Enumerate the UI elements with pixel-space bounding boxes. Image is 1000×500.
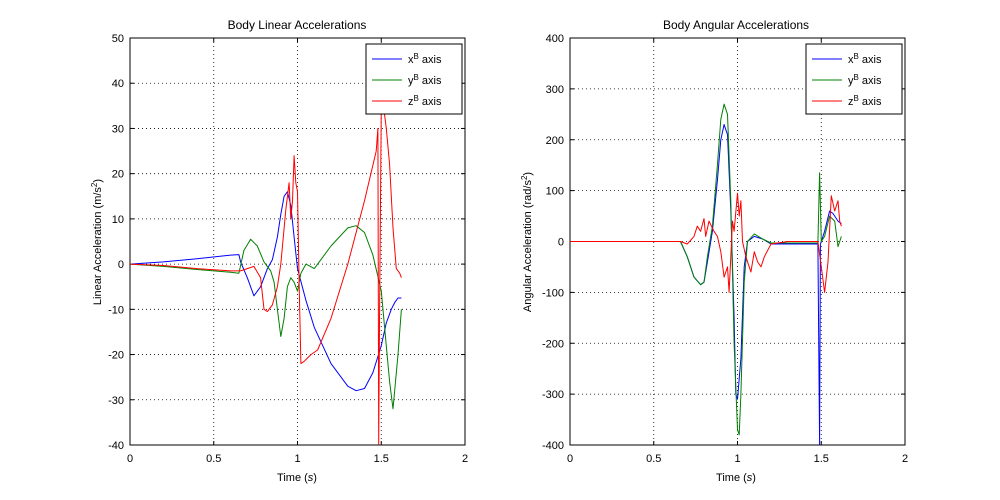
legend-entry: xB axis [848, 52, 882, 67]
legend-entry: xB axis [408, 52, 442, 67]
y-tick-label: 400 [546, 33, 564, 45]
x-axis-label-text: Time ( [277, 472, 308, 484]
y-tick-label: -30 [108, 395, 124, 407]
x-tick-label: 0.5 [646, 453, 661, 465]
y-tick-label: 0 [558, 237, 564, 249]
y-tick-label: 10 [112, 214, 124, 226]
y-tick-label: -10 [108, 304, 124, 316]
y-tick-label: 30 [112, 123, 124, 135]
y-axis-label-text: Angular Acceleration (rad/s [522, 180, 534, 313]
x-tick-label: 2 [902, 453, 908, 465]
legend: xB axis yB axis zB axis [805, 43, 903, 115]
legend-entry: zB axis [848, 94, 882, 109]
y-axis-label-exponent: 2 [90, 182, 99, 187]
x-axis-label: Time (s) [277, 472, 317, 484]
chart-title: Body Angular Accelerations [663, 18, 809, 32]
x-tick-label: 1 [294, 453, 300, 465]
y-tick-label: -400 [542, 440, 564, 452]
x-axis-label-unit: s [747, 472, 753, 484]
x-tick-label: 0 [127, 453, 133, 465]
y-tick-label: -100 [542, 287, 564, 299]
series-line-x [130, 191, 402, 392]
legend-entry: zB axis [408, 94, 442, 109]
y-tick-label: 20 [112, 169, 124, 181]
y-axis-label: Linear Acceleration (m/s2) [90, 179, 105, 305]
x-tick-label: 2 [462, 453, 468, 465]
legend-entry: yB axis [408, 73, 442, 88]
x-tick-label: 1 [734, 453, 740, 465]
x-axis-label-text: Time ( [716, 472, 747, 484]
y-tick-label: -20 [108, 350, 124, 362]
x-tick-label: 0.5 [206, 453, 221, 465]
x-axis-label-close: ) [313, 472, 317, 484]
x-axis-label-close: ) [752, 472, 756, 484]
y-tick-label: -40 [108, 440, 124, 452]
legend: xB axis yB axis zB axis [365, 43, 463, 115]
y-axis-label-text: Linear Acceleration (m/s [92, 187, 104, 305]
y-tick-label: 300 [546, 84, 564, 96]
y-tick-label: 100 [546, 186, 564, 198]
y-tick-label: -200 [542, 338, 564, 350]
legend-entry: yB axis [848, 73, 882, 88]
x-tick-label: 1.5 [814, 453, 829, 465]
y-axis-label-close: ) [92, 179, 104, 183]
x-axis-label: Time (s) [716, 472, 756, 484]
y-axis-label-exponent: 2 [520, 175, 529, 180]
linear-acceleration-plot: Body Linear Accelerations Time (s) Linea… [90, 18, 469, 484]
series-line-z [570, 192, 842, 293]
x-tick-label: 1.5 [374, 453, 389, 465]
y-tick-label: 200 [546, 135, 564, 147]
y-axis-label-close: ) [522, 172, 534, 176]
series-line-y [570, 103, 842, 436]
x-tick-label: 0 [567, 453, 573, 465]
y-tick-label: 50 [112, 33, 124, 45]
angular-acceleration-plot: Body Angular Accelerations Time (s) Angu… [520, 18, 909, 484]
y-tick-label: -300 [542, 389, 564, 401]
x-axis-label-unit: s [308, 472, 314, 484]
legend-box [365, 43, 463, 115]
y-tick-label: 40 [112, 78, 124, 90]
chart-title: Body Linear Accelerations [228, 18, 367, 32]
legend-box [805, 43, 903, 115]
y-axis-label: Angular Acceleration (rad/s2) [520, 172, 535, 312]
y-tick-label: 0 [118, 259, 124, 271]
